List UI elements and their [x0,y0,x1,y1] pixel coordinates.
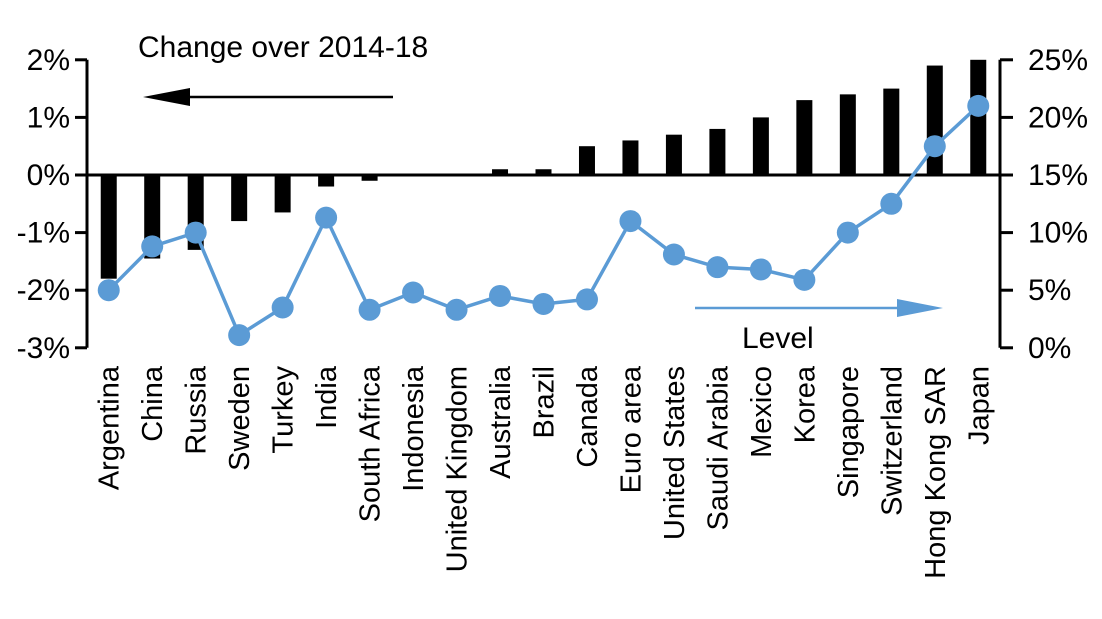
level-marker-india [315,206,338,229]
left-axis-tick-label: 0% [27,159,70,192]
level-marker-euro-area [619,210,642,233]
right-axis-tick-label: 20% [1028,101,1088,134]
bar-australia [492,169,509,175]
level-marker-brazil [532,293,555,316]
chart-title: Change over 2014-18 [138,31,429,64]
category-label: Brazil [529,366,561,439]
level-marker-argentina [97,279,120,302]
category-label: China [137,365,169,442]
category-label: Hong Kong SAR [920,366,952,579]
category-label: United States [659,366,691,540]
level-marker-australia [489,284,512,307]
bar-united-states [665,134,682,175]
category-label: Switzerland [876,366,908,516]
bar-hong-kong-sar [926,65,943,175]
level-marker-united-kingdom [445,298,468,321]
category-label: Singapore [833,366,865,498]
level-marker-hong-kong-sar [923,135,946,158]
bar-turkey [274,175,291,213]
level-marker-mexico [749,258,772,281]
right-axis-tick-label: 0% [1028,332,1071,365]
category-label: Japan [963,366,995,445]
level-marker-japan [967,94,990,117]
bar-brazil [535,169,552,175]
bar-singapore [839,94,856,175]
bar-korea [796,100,813,175]
bar-switzerland [883,88,900,175]
right-axis-tick-label: 15% [1028,159,1088,192]
bar-euro-area [622,140,639,175]
level-marker-switzerland [880,192,903,215]
category-label: Saudi Arabia [702,365,734,530]
level-marker-saudi-arabia [706,256,729,279]
left-axis-tick-label: 2% [27,44,70,77]
category-label: Mexico [746,366,778,458]
bar-japan [970,59,987,175]
level-marker-china [141,235,164,258]
bar-canada [578,146,595,175]
category-label: Argentina [94,365,126,490]
level-marker-singapore [836,221,859,244]
category-label: United Kingdom [442,366,474,572]
right-arrow-head-icon [897,299,943,317]
left-arrow-head-icon [143,88,190,106]
bar-india [318,175,335,187]
level-marker-sweden [228,324,251,347]
category-label: South Africa [355,365,387,522]
bar-mexico [752,117,769,175]
bar-sweden [231,175,248,222]
level-marker-korea [793,268,816,291]
level-marker-indonesia [402,281,425,304]
left-axis-tick-label: -1% [17,217,70,250]
right-axis-tick-label: 5% [1028,274,1071,307]
category-label: Canada [572,365,604,467]
left-axis-tick-label: 1% [27,101,70,134]
line-series-label: Level [742,322,814,355]
bar-south-africa [361,175,378,181]
left-axis-tick-label: -3% [17,332,70,365]
level-marker-turkey [271,296,294,319]
bar-argentina [100,175,117,279]
level-marker-united-states [662,243,685,266]
category-label: Australia [485,365,517,479]
level-marker-canada [575,288,598,311]
category-label: Turkey [268,366,300,454]
category-label: Korea [789,365,821,443]
right-axis-tick-label: 25% [1028,44,1088,77]
category-label: Indonesia [398,365,430,492]
level-marker-south-africa [358,298,381,321]
left-axis-tick-label: -2% [17,274,70,307]
bar-saudi-arabia [709,128,726,175]
right-axis-tick-label: 10% [1028,217,1088,250]
category-label: India [311,365,343,429]
category-label: Sweden [224,366,256,471]
level-marker-russia [184,221,207,244]
category-label: Euro area [615,365,647,493]
category-label: Russia [181,365,213,455]
